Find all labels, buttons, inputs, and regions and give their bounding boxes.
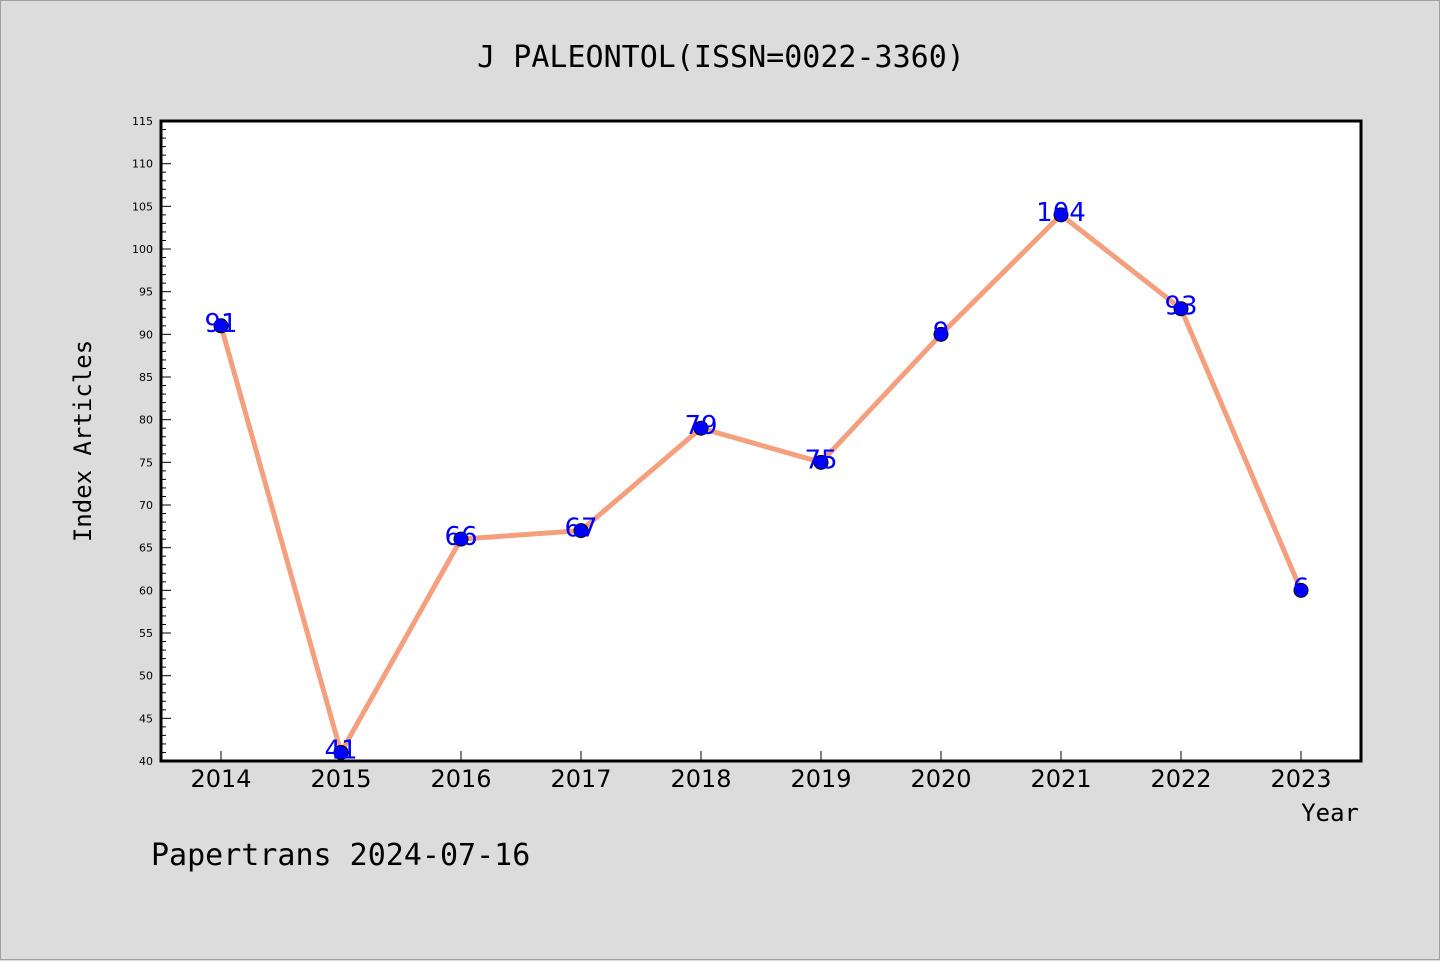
x-tick-label: 2014 — [190, 765, 251, 793]
data-label: 67 — [564, 514, 597, 544]
x-tick-label: 2017 — [550, 765, 611, 793]
data-label: 66 — [444, 522, 477, 552]
series-line — [218, 212, 1304, 755]
x-tick-label: 2023 — [1270, 765, 1331, 793]
x-tick-label: 2021 — [1030, 765, 1091, 793]
data-point — [933, 326, 949, 342]
y-tick-label: 45 — [139, 712, 153, 725]
data-point — [693, 420, 709, 436]
y-tick-label: 85 — [139, 371, 153, 384]
y-tick-label: 80 — [139, 414, 153, 427]
chart-title: J PALEONTOL(ISSN=0022-3360) — [477, 40, 965, 75]
footer-text: Papertrans 2024-07-16 — [151, 838, 530, 873]
data-label: 93 — [1164, 292, 1197, 322]
data-point — [333, 744, 349, 760]
data-point — [213, 318, 229, 334]
y-tick-label: 55 — [139, 627, 153, 640]
data-label: 6 — [1293, 573, 1310, 603]
data-points — [213, 207, 1309, 760]
data-point — [1053, 207, 1069, 223]
y-tick-label: 105 — [132, 200, 153, 213]
y-axis-title: Index Articles — [69, 340, 97, 542]
x-axis: 2014 2015 2016 2017 2018 2019 2020 2021 2022 2023 — [190, 751, 1332, 793]
y-tick-label: 70 — [139, 499, 153, 512]
data-point — [1293, 582, 1309, 598]
y-tick-label: 95 — [139, 286, 153, 299]
x-tick-label: 2016 — [430, 765, 491, 793]
data-label: 104 — [1036, 198, 1086, 228]
y-tick-label: 65 — [139, 542, 153, 555]
x-tick-label: 2019 — [790, 765, 851, 793]
data-point — [573, 523, 589, 539]
y-tick-label: 50 — [139, 670, 153, 683]
y-tick-label: 40 — [139, 755, 153, 768]
y-tick-label: 110 — [132, 158, 153, 171]
x-tick-label: 2022 — [1150, 765, 1211, 793]
x-axis-title: Year — [1301, 799, 1359, 827]
y-tick-label: 115 — [132, 115, 153, 128]
y-tick-label: 100 — [132, 243, 153, 256]
data-label: 91 — [204, 309, 237, 339]
data-labels: 91 41 66 67 79 75 9 104 93 6 — [204, 198, 1309, 766]
x-tick-label: 2018 — [670, 765, 731, 793]
y-axis: 40 45 50 55 60 65 70 75 80 85 90 95 100 105 110 115 — [132, 115, 171, 768]
data-point — [453, 531, 469, 547]
data-point — [813, 454, 829, 470]
data-label: 75 — [804, 445, 837, 475]
y-tick-label: 60 — [139, 584, 153, 597]
data-label: 9 — [933, 317, 950, 347]
y-tick-label: 75 — [139, 456, 153, 469]
data-label: 41 — [324, 735, 357, 765]
data-label: 79 — [684, 411, 717, 441]
data-point — [1173, 301, 1189, 317]
x-tick-label: 2015 — [310, 765, 371, 793]
y-tick-label: 90 — [139, 328, 153, 341]
plot-area — [159, 119, 1363, 763]
x-tick-label: 2020 — [910, 765, 971, 793]
